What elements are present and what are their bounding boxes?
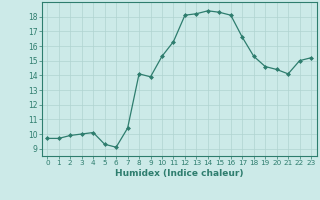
X-axis label: Humidex (Indice chaleur): Humidex (Indice chaleur) — [115, 169, 244, 178]
